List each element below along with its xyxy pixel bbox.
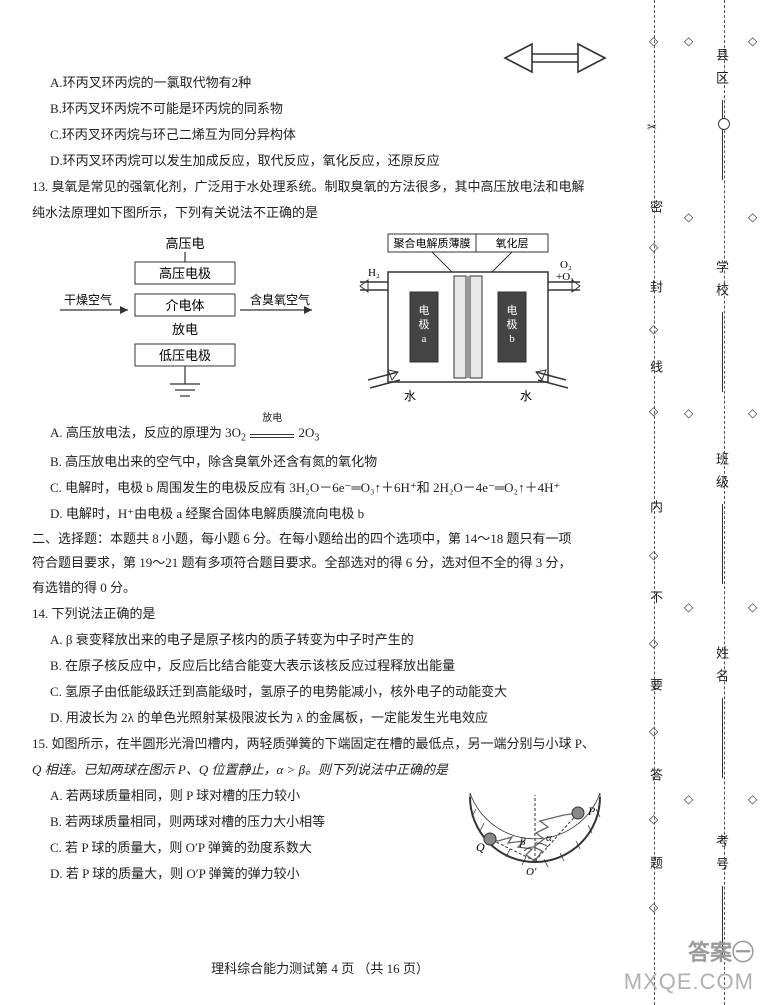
- svg-text:b: b: [509, 333, 515, 345]
- lbl-water-r: 水: [520, 389, 532, 403]
- lbl-ozoneair: 含臭氧空气: [250, 292, 310, 307]
- lbl-lowelec: 低压电极: [159, 348, 211, 363]
- svg-text:P: P: [587, 804, 596, 818]
- side-char-0: 密: [646, 200, 665, 221]
- watermark-site: MXQE.COM: [624, 969, 754, 995]
- lbl-water-l: 水: [404, 389, 416, 403]
- lbl-highvolt: 高压电: [165, 236, 204, 251]
- side-char-6: 答: [646, 768, 665, 789]
- q13-opt-b: B. 高压放电出来的空气中，除含臭氧外还含有氮的氧化物: [32, 449, 630, 475]
- q14-opt-d: D. 用波长为 2λ 的单色光照射某极限波长为 λ 的金属板，一定能发生光电效应: [32, 705, 630, 731]
- side-char-7: 题: [646, 856, 665, 877]
- page-footer: 理科综合能力测试第 4 页 （共 16 页）: [0, 958, 640, 977]
- side-char-2: 线: [646, 360, 665, 381]
- side-field-1: 学校: [712, 260, 731, 306]
- lbl-highelec: 高压电极: [159, 266, 211, 281]
- svg-text:β: β: [519, 836, 526, 848]
- q15-stem-1: 15. 如图所示，在半圆形光滑凹槽内，两轻质弹簧的下端固定在槽的最低点，另一端分…: [32, 731, 630, 757]
- side-field-3: 姓名: [712, 646, 731, 692]
- lbl-o2o3: O₂: [560, 259, 572, 271]
- side-field-4: 考号: [712, 834, 731, 880]
- svg-text:O′: O′: [526, 866, 537, 877]
- svg-text:极: 极: [419, 317, 430, 331]
- svg-text:电: 电: [507, 304, 518, 317]
- lbl-oxide: 氧化层: [496, 236, 529, 250]
- lbl-dryair: 干燥空气: [64, 292, 112, 307]
- lbl-membrane: 聚合电解质薄膜: [394, 236, 471, 250]
- svg-text:a: a: [422, 333, 427, 345]
- lbl-dielectric: 介电体: [165, 298, 204, 313]
- lbl-discharge: 放电: [172, 322, 198, 337]
- q12-opt-b: B.环丙叉环丙烷不可能是环丙烷的同系物: [32, 96, 630, 122]
- q12-structure-figure: [500, 40, 610, 76]
- side-char-1: 封: [646, 280, 665, 301]
- q12-opt-c: C.环丙叉环丙烷与环己二烯互为同分异构体: [32, 122, 630, 148]
- q13-figures: 高压电 高压电极 介电体 放电 低压电极 干燥空气 含臭氧空气: [50, 232, 630, 412]
- lbl-h2: H₂: [368, 267, 380, 279]
- side-char-5: 要: [646, 678, 665, 699]
- q15-figure: O′ P Q α β: [460, 777, 610, 877]
- side-field-2: 班级: [712, 452, 731, 498]
- svg-text:Q: Q: [476, 840, 485, 854]
- section2-l2: 符合题目要求，第 19～21 题有多项符合题目要求。全部选对的得 6 分，选对但…: [32, 551, 630, 576]
- svg-text:+O₃: +O₃: [556, 271, 574, 283]
- q13-opt-c: C. 电解时，电极 b 周围发生的电极反应有 3H₂O－6e⁻═O₃↑＋6H⁺和…: [32, 475, 630, 501]
- q13-stem-1: 13. 臭氧是常见的强氧化剂，广泛用于水处理系统。制取臭氧的方法很多，其中高压放…: [32, 174, 630, 200]
- q14-stem: 14. 下列说法正确的是: [32, 601, 630, 627]
- svg-text:极: 极: [507, 317, 518, 331]
- q14-opt-a: A. β 衰变释放出来的电子是原子核内的质子转变为中子时产生的: [32, 627, 630, 653]
- side-field-0: 县区: [712, 48, 731, 94]
- q13-left-figure: 高压电 高压电极 介电体 放电 低压电极 干燥空气 含臭氧空气: [50, 232, 320, 402]
- q13-opt-a: A. 高压放电法，反应的原理为 3O2 放电 2O3: [32, 420, 630, 449]
- side-char-3: 内: [646, 500, 665, 521]
- svg-text:α: α: [546, 832, 552, 844]
- q14-opt-c: C. 氢原子由低能级跃迁到高能级时，氢原子的电势能减小，核外电子的动能变大: [32, 679, 630, 705]
- page-body: A.环丙叉环丙烷的一氯取代物有2种 B.环丙叉环丙烷不可能是环丙烷的同系物 C.…: [0, 0, 640, 927]
- svg-text:电: 电: [419, 304, 430, 317]
- watermark-answer: 答案㊀: [688, 935, 754, 967]
- section2-l3: 有选错的得 0 分。: [32, 576, 630, 601]
- q13-opt-d: D. 电解时，H⁺由电极 a 经聚合固体电解质膜流向电极 b: [32, 501, 630, 527]
- q13-right-figure: 聚合电解质薄膜 氧化层 H₂ O₂ +O₃: [348, 232, 568, 412]
- side-char-4: 不: [646, 590, 665, 611]
- section2-l1: 二、选择题：本题共 8 小题，每小题 6 分。在每小题给出的四个选项中，第 14…: [32, 527, 630, 552]
- q13-stem-2: 纯水法原理如下图所示，下列有关说法不正确的是: [32, 200, 630, 226]
- binding-margin: ◇ 密 ◇ 封 ◇ 线 ◇ 内 ◇ 不 ◇ 要 ◇ 答 ◇ 题 ◇ ✂ ◇ ◇ …: [644, 0, 764, 1005]
- q14-opt-b: B. 在原子核反应中，反应后比结合能变大表示该核反应过程释放出能量: [32, 653, 630, 679]
- q12-opt-d: D.环丙叉环丙烷可以发生加成反应，取代反应，氧化反应，还原反应: [32, 148, 630, 174]
